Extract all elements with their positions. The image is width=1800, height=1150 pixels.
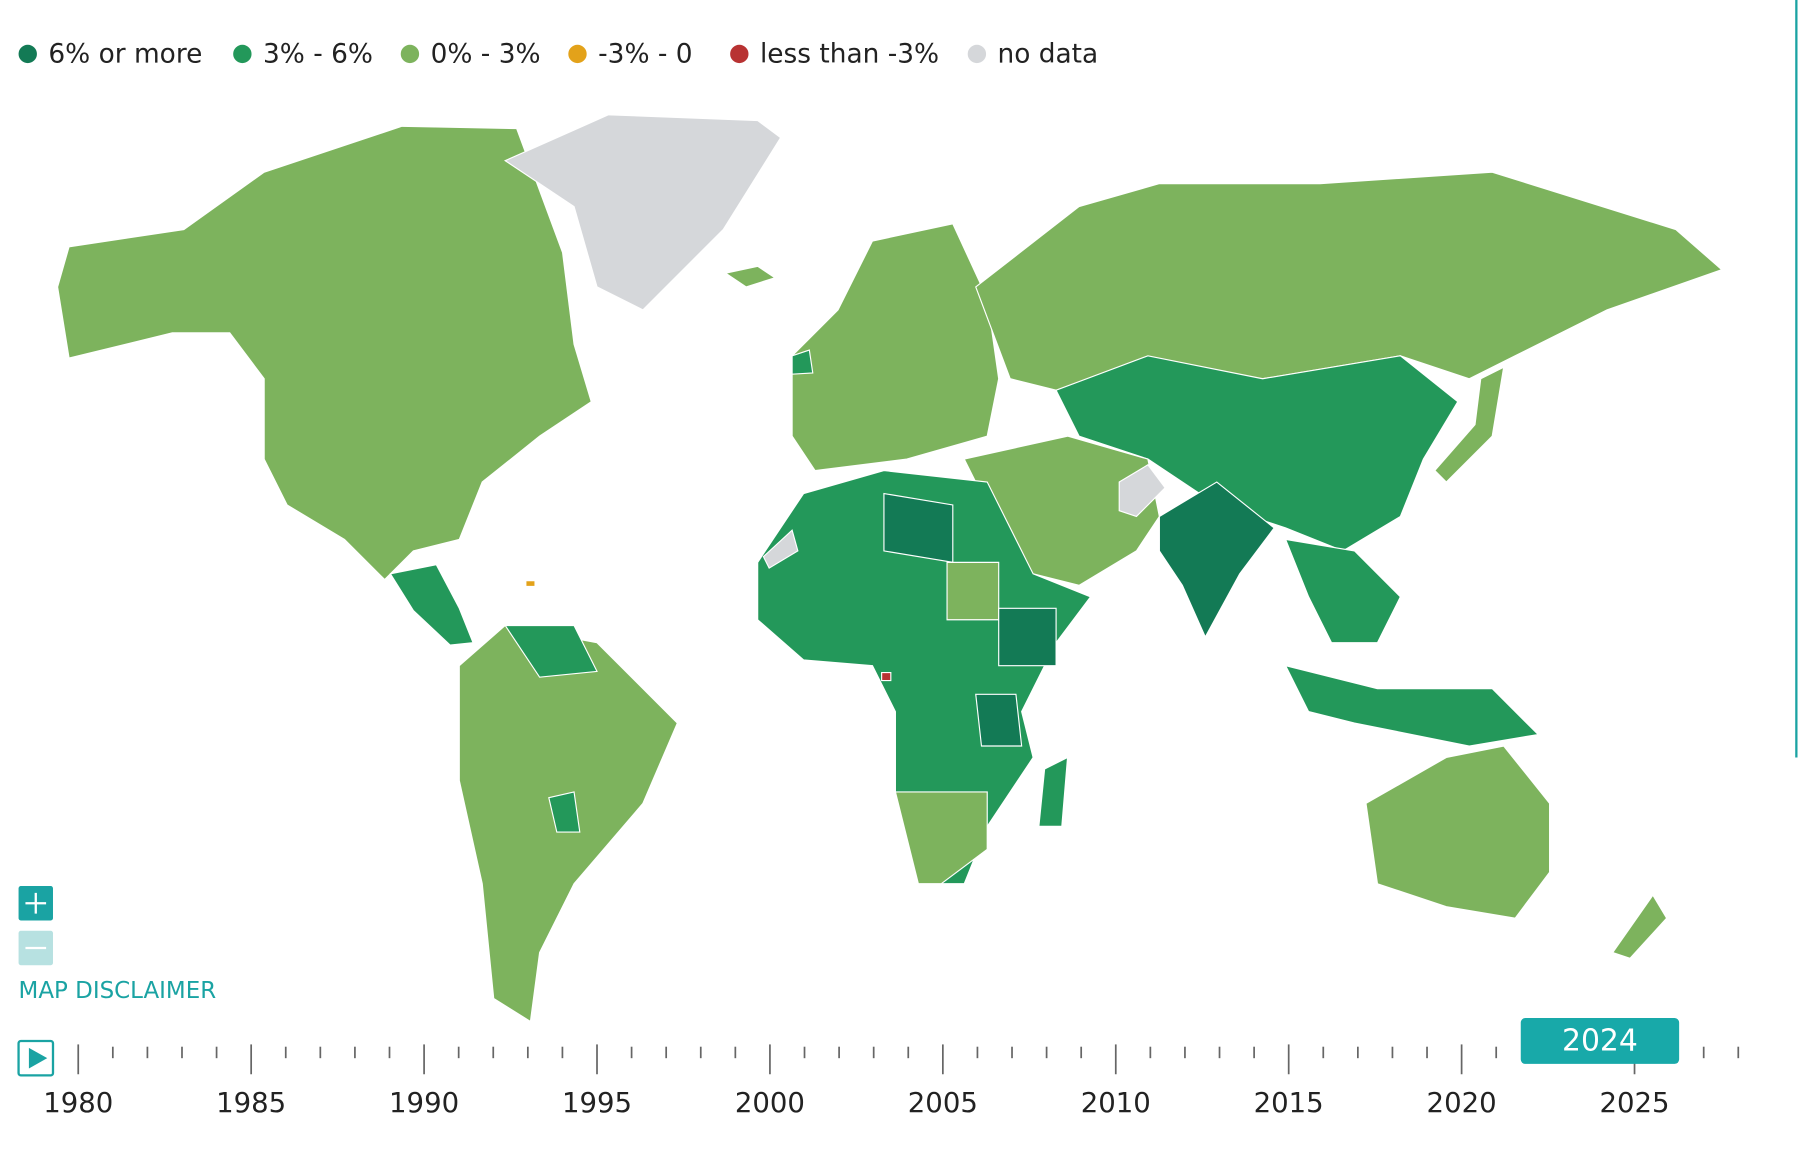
selected-year-badge[interactable] (1520, 1018, 1680, 1064)
legend-swatch (967, 44, 987, 64)
ethiopia (998, 607, 1057, 667)
northern-south-america (504, 624, 598, 678)
indonesia (1284, 664, 1540, 747)
timeline: 1980 1985 1990 1995 2000 2005 2010 2015 2020 2025… (43, 1018, 1740, 1119)
japan (1434, 366, 1505, 483)
europe (791, 223, 1000, 472)
year-label: 2010 (1081, 1087, 1151, 1119)
iceland (724, 265, 777, 288)
ireland (791, 349, 814, 375)
year-label: 2025 (1599, 1087, 1669, 1119)
greenland (504, 114, 782, 311)
central-america (389, 564, 474, 646)
libya (883, 492, 954, 564)
legend-label: 3% - 6% (263, 40, 373, 70)
new-zealand (1611, 894, 1668, 959)
russia (975, 171, 1723, 391)
legend-label: no data (998, 40, 1099, 70)
legend: 6% or more 3% - 6% 0% - 3% -3% - 0 less than… (18, 40, 1099, 70)
western-sahara (762, 529, 799, 569)
year-label: 2005 (908, 1087, 978, 1119)
caribbean-island (525, 580, 536, 588)
legend-swatch (400, 44, 420, 64)
legend-swatch (18, 44, 37, 64)
map-disclaimer[interactable]: MAP DISCLAIMER (19, 978, 217, 1004)
southern-africa (894, 791, 988, 885)
australia (1365, 745, 1551, 919)
southeast-asia (1284, 538, 1402, 644)
play-icon (28, 1047, 48, 1069)
madagascar (1038, 756, 1069, 827)
paraguay (548, 791, 581, 833)
legend-label: less than -3% (760, 40, 939, 70)
legend-swatch (233, 44, 252, 64)
legend-swatch (568, 44, 587, 64)
legend-label: 6% or more (48, 40, 202, 70)
year-label: 1980 (43, 1087, 113, 1119)
equatorial-guinea (881, 671, 892, 682)
year-label: 1985 (216, 1087, 286, 1119)
world-map (56, 114, 1723, 1023)
selected-year: 2024 (1562, 1024, 1638, 1059)
afghanistan (1118, 464, 1166, 518)
year-label: 1995 (562, 1087, 632, 1119)
year-label: 1990 (389, 1087, 459, 1119)
africa (757, 469, 1092, 885)
year-label: 2020 (1427, 1087, 1497, 1119)
zoom-in-icon (25, 892, 47, 914)
year-label: 2000 (735, 1087, 805, 1119)
north-america (56, 125, 592, 581)
legend-label: -3% - 0 (598, 40, 692, 70)
india (1158, 481, 1275, 639)
tanzania (975, 693, 1023, 747)
year-label: 2015 (1254, 1087, 1324, 1119)
legend-swatch (730, 44, 749, 64)
sudan (946, 561, 1000, 621)
legend-label: 0% - 3% (431, 40, 541, 70)
